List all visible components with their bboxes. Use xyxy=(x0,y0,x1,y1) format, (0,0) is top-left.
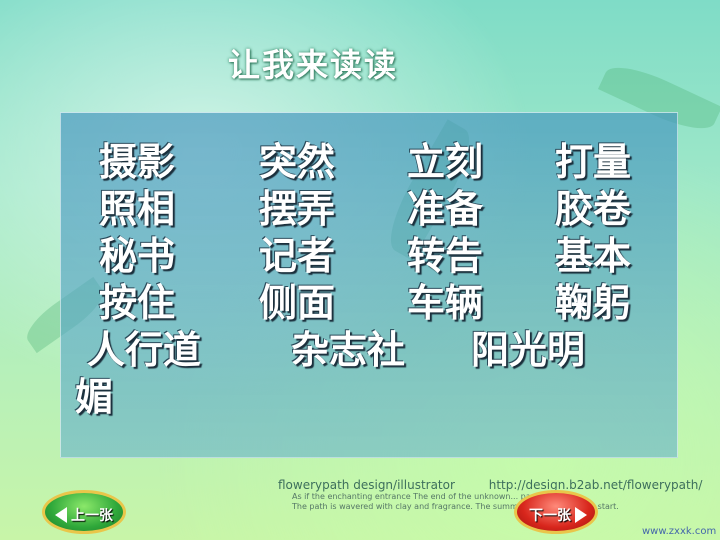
vocabulary-panel: 摄影 突然 立刻 打量 照相 摆弄 准备 胶卷 秘书 记者 转告 基本 按住 侧… xyxy=(60,112,678,458)
previous-slide-button[interactable]: 上一张 xyxy=(42,490,126,534)
slide-title: 让我来读读 xyxy=(228,46,399,84)
word: 打量 xyxy=(555,140,632,184)
caption-line: The path is wavered with clay and fragra… xyxy=(292,502,619,511)
next-slide-button[interactable]: 下一张 xyxy=(514,490,598,534)
word: 阳光明 xyxy=(471,328,586,372)
previous-slide-label: 上一张 xyxy=(71,508,113,524)
background-caption: As if the enchanting entrance The end of… xyxy=(292,492,619,512)
word: 媚 xyxy=(75,375,114,419)
word: 车辆 xyxy=(407,281,484,325)
word: 转告 xyxy=(407,234,484,278)
caption-line: As if the enchanting entrance The end of… xyxy=(292,492,544,501)
arrow-right-icon xyxy=(575,507,587,523)
watermark: www.zxxk.com xyxy=(642,526,717,537)
word: 侧面 xyxy=(259,281,336,325)
brand-url: http://design.b2ab.net/flowerypath/ xyxy=(488,478,703,492)
word: 突然 xyxy=(259,140,336,184)
word: 人行道 xyxy=(87,328,202,372)
word: 按住 xyxy=(99,281,176,325)
word: 鞠躬 xyxy=(555,281,632,325)
arrow-left-icon xyxy=(55,507,67,523)
word: 基本 xyxy=(555,234,632,278)
word: 秘书 xyxy=(99,234,176,278)
background-brand-text: flowerypath design/illustrator http://de… xyxy=(278,478,702,492)
word: 杂志社 xyxy=(291,328,406,372)
word: 准备 xyxy=(407,187,484,231)
brand-name: flowerypath design/illustrator xyxy=(278,478,455,492)
word: 摆弄 xyxy=(259,187,336,231)
word: 摄影 xyxy=(99,140,176,184)
word: 立刻 xyxy=(407,140,484,184)
word: 记者 xyxy=(259,234,336,278)
next-slide-label: 下一张 xyxy=(529,508,571,524)
word: 胶卷 xyxy=(555,187,632,231)
word: 照相 xyxy=(99,187,176,231)
